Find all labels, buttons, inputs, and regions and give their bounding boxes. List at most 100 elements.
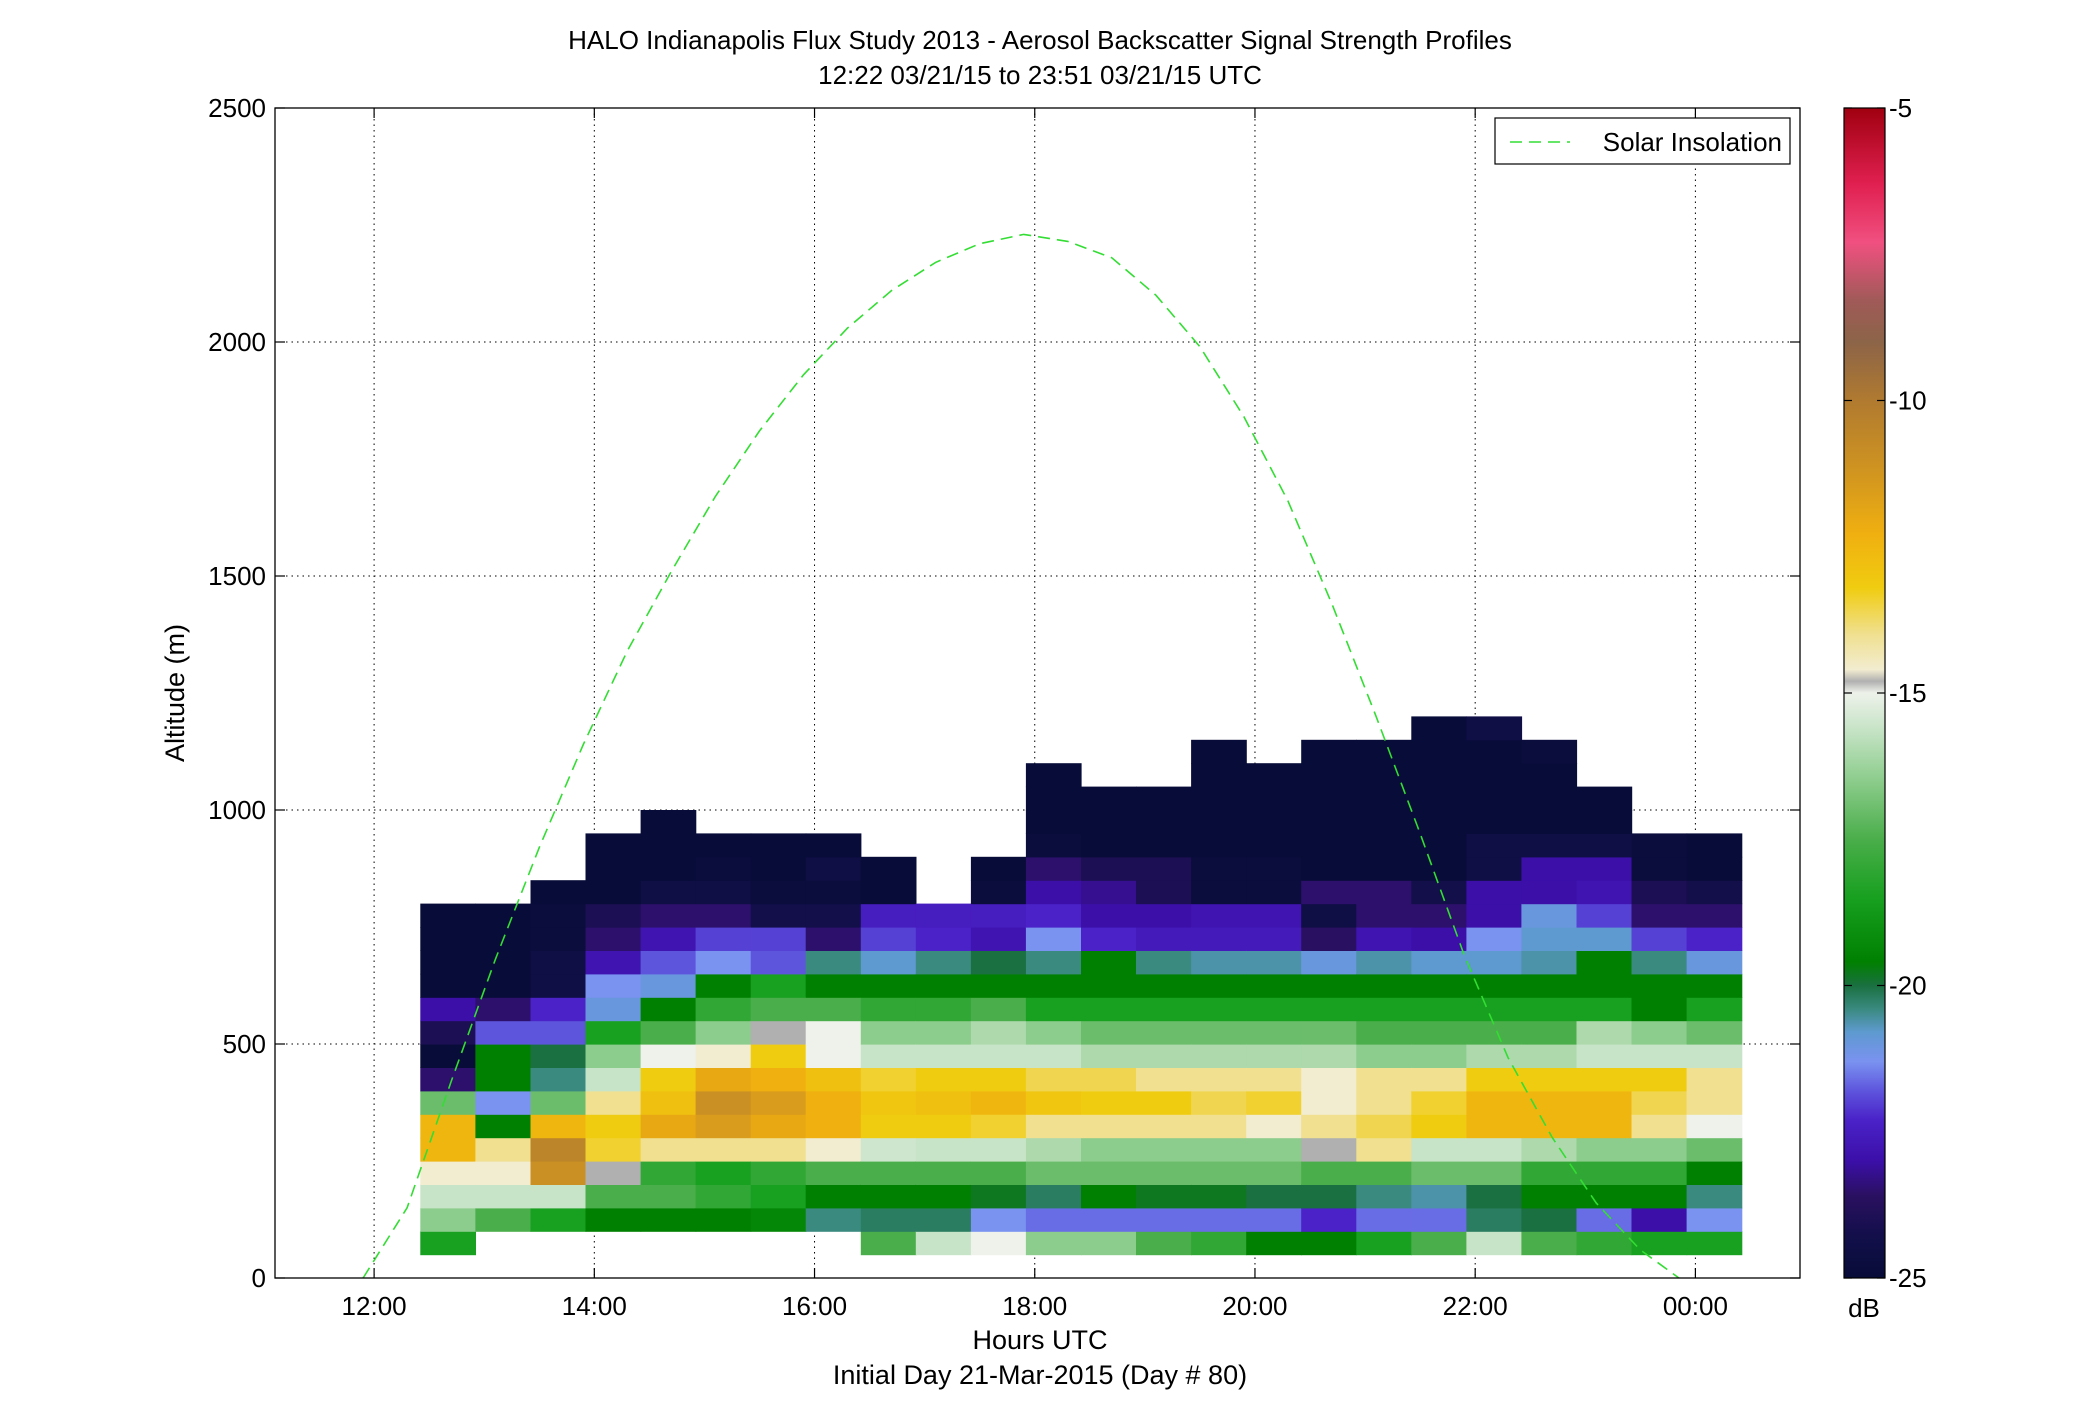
solar-insolation-line	[362, 233, 1680, 1279]
heatmap-cell	[1025, 763, 1082, 788]
heatmap-cell	[1631, 880, 1688, 905]
heatmap-cell	[915, 997, 972, 1022]
heatmap-cell	[1301, 1090, 1357, 1115]
heatmap-cell	[1576, 1020, 1633, 1045]
heatmap-cell	[970, 927, 1027, 951]
heatmap-cell	[420, 1231, 476, 1256]
heatmap-cell	[695, 880, 752, 905]
heatmap-cell	[1301, 1044, 1357, 1068]
heatmap-cell	[970, 973, 1027, 998]
heatmap-cell	[970, 1044, 1027, 1068]
heatmap-cell	[1686, 927, 1743, 951]
chart-subtitle: 12:22 03/21/15 to 23:51 03/21/15 UTC	[818, 60, 1262, 90]
heatmap-cell	[1576, 1044, 1633, 1068]
colorbar-tick-label: -10	[1889, 386, 1927, 416]
heatmap-cell	[1025, 1161, 1082, 1185]
heatmap-cell	[1686, 1090, 1743, 1115]
heatmap-cell	[640, 1090, 697, 1115]
x-tick-label: 22:00	[1443, 1291, 1508, 1321]
heatmap-cell	[1025, 927, 1082, 951]
heatmap-cell	[1466, 1231, 1523, 1256]
y-tick-label: 2500	[208, 93, 266, 123]
heatmap-cell	[1136, 927, 1192, 951]
heatmap-cell	[970, 1020, 1027, 1045]
heatmap-cell	[1025, 1067, 1082, 1092]
heatmap-cell	[1686, 1067, 1743, 1092]
plot-frame	[274, 107, 1801, 1279]
heatmap-cell	[1025, 810, 1082, 834]
heatmap-cell	[530, 903, 587, 928]
y-axis-label: Altitude (m)	[160, 624, 190, 762]
heatmap-cell	[1686, 973, 1743, 998]
heatmap-cell	[1356, 856, 1412, 881]
heatmap-cell	[1411, 880, 1467, 905]
heatmap-cell	[1356, 950, 1412, 975]
heatmap-cell	[1576, 903, 1633, 928]
heatmap-cell	[475, 1020, 532, 1045]
heatmap-cell	[695, 1207, 752, 1232]
y-tick-label: 500	[223, 1029, 266, 1059]
heatmap-cell	[1191, 763, 1247, 788]
heatmap-cell	[1466, 739, 1523, 764]
heatmap-cell	[1025, 786, 1082, 811]
heatmap-cell	[475, 950, 532, 975]
heatmap-cell	[1025, 1207, 1082, 1232]
heatmap-cell	[805, 1114, 862, 1139]
heatmap-cell	[860, 856, 917, 881]
heatmap-cell	[805, 1137, 862, 1162]
heatmap-cell	[1466, 1067, 1523, 1092]
heatmap-cell	[1356, 739, 1412, 764]
heatmap-cell	[1246, 786, 1302, 811]
heatmap-cell	[1466, 1137, 1523, 1162]
heatmap-cell	[640, 1137, 697, 1162]
heatmap-cell	[695, 1114, 752, 1139]
heatmap-cell	[1521, 1114, 1578, 1139]
heatmap-cell	[1191, 1044, 1247, 1068]
heatmap-cell	[1686, 1137, 1743, 1162]
heatmap-cell	[1301, 786, 1357, 811]
heatmap-cell	[805, 1161, 862, 1185]
heatmap-cell	[750, 1090, 807, 1115]
heatmap-cell	[640, 1067, 697, 1092]
heatmap-cell	[1411, 1090, 1467, 1115]
heatmap-cell	[1191, 1090, 1247, 1115]
colorbar-tick-label: -15	[1889, 678, 1927, 708]
heatmap-cell	[695, 856, 752, 881]
heatmap-cell	[1136, 786, 1192, 811]
heatmap-cell	[1136, 997, 1192, 1022]
heatmap-cell	[1466, 903, 1523, 928]
heatmap-cell	[1356, 927, 1412, 951]
heatmap-cell	[695, 1044, 752, 1068]
heatmap-cell	[1191, 1207, 1247, 1232]
heatmap-cell	[420, 903, 476, 928]
x-tick-label: 18:00	[1002, 1291, 1067, 1321]
y-tick-label: 0	[252, 1263, 266, 1293]
heatmap-cell	[1025, 903, 1082, 928]
heatmap-cell	[1576, 1231, 1633, 1256]
heatmap-cell	[1356, 1020, 1412, 1045]
heatmap-cell	[1576, 786, 1633, 811]
heatmap-cell	[1081, 903, 1137, 928]
x-axis-sublabel: Initial Day 21-Mar-2015 (Day # 80)	[833, 1360, 1247, 1390]
heatmap-cell	[1301, 880, 1357, 905]
heatmap-cell	[1466, 856, 1523, 881]
heatmap-cell	[1686, 833, 1743, 858]
heatmap-cell	[1191, 973, 1247, 998]
heatmap-cell	[585, 1020, 642, 1045]
heatmap-cell	[1136, 856, 1192, 881]
heatmap-cell	[420, 1067, 476, 1092]
heatmap-cell	[1356, 1207, 1412, 1232]
heatmap-cell	[1631, 856, 1688, 881]
heatmap-cell	[1025, 1090, 1082, 1115]
heatmap-cell	[1081, 1161, 1137, 1185]
heatmap-cell	[860, 903, 917, 928]
heatmap-cell	[1246, 1207, 1302, 1232]
heatmap-cell	[1081, 1184, 1137, 1209]
heatmap-cell	[1686, 1184, 1743, 1209]
heatmap-cell	[1246, 1114, 1302, 1139]
heatmap-cell	[1246, 1161, 1302, 1185]
heatmap-cell	[1576, 1114, 1633, 1139]
heatmap-cell	[1301, 1114, 1357, 1139]
heatmap-cell	[1301, 1231, 1357, 1256]
heatmap-cell	[640, 880, 697, 905]
